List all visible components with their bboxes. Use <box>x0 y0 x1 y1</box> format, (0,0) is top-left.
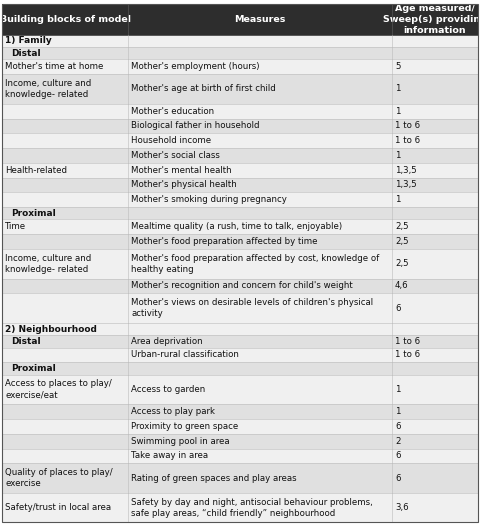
Text: Access to places to play/
exercise/eat: Access to places to play/ exercise/eat <box>5 380 112 400</box>
Text: Urban-rural classification: Urban-rural classification <box>131 351 239 360</box>
Text: Safety/trust in local area: Safety/trust in local area <box>5 503 111 512</box>
Bar <box>2 133 478 148</box>
Text: Mother's food preparation affected by time: Mother's food preparation affected by ti… <box>131 237 318 246</box>
Text: 6: 6 <box>395 452 400 460</box>
Text: Access to play park: Access to play park <box>131 407 215 416</box>
Text: 1 to 6: 1 to 6 <box>395 136 420 145</box>
Text: Mother's employment (hours): Mother's employment (hours) <box>131 62 260 71</box>
Text: 1 to 6: 1 to 6 <box>395 337 420 346</box>
Bar <box>2 4 478 35</box>
Bar <box>2 219 478 234</box>
Text: Household income: Household income <box>131 136 211 145</box>
Text: Measures: Measures <box>235 15 286 24</box>
Text: Health-related: Health-related <box>5 166 67 175</box>
Bar <box>2 434 478 448</box>
Text: 3,6: 3,6 <box>395 503 408 512</box>
Text: 1 to 6: 1 to 6 <box>395 351 420 360</box>
Text: Mother's mental health: Mother's mental health <box>131 166 232 175</box>
Bar <box>2 419 478 434</box>
Text: Mother's education: Mother's education <box>131 107 215 116</box>
Text: 1: 1 <box>395 107 400 116</box>
Text: 5: 5 <box>395 62 400 71</box>
Text: Area deprivation: Area deprivation <box>131 337 203 346</box>
Bar <box>2 47 478 59</box>
Text: 6: 6 <box>395 422 400 431</box>
Text: 1,3,5: 1,3,5 <box>395 166 417 175</box>
Text: 1: 1 <box>395 385 400 394</box>
Text: 2: 2 <box>395 437 400 446</box>
Bar <box>2 192 478 207</box>
Text: 1: 1 <box>395 407 400 416</box>
Text: Access to garden: Access to garden <box>131 385 205 394</box>
Text: Mother's views on desirable levels of children's physical
activity: Mother's views on desirable levels of ch… <box>131 298 373 318</box>
Bar <box>2 119 478 133</box>
Bar <box>2 234 478 249</box>
Bar <box>2 335 478 348</box>
Bar <box>2 74 478 104</box>
Text: Time: Time <box>5 223 26 232</box>
Text: 1: 1 <box>395 151 400 160</box>
Bar <box>2 493 478 522</box>
Text: 1 to 6: 1 to 6 <box>395 121 420 130</box>
Text: 2,5: 2,5 <box>395 223 408 232</box>
Bar <box>2 293 478 323</box>
Text: Building blocks of model: Building blocks of model <box>0 15 131 24</box>
Text: 2) Neighbourhood: 2) Neighbourhood <box>5 324 97 333</box>
Bar <box>2 448 478 464</box>
Bar <box>2 249 478 279</box>
Bar <box>2 163 478 177</box>
Text: Take away in area: Take away in area <box>131 452 208 460</box>
Text: Mother's social class: Mother's social class <box>131 151 220 160</box>
Text: 4,6: 4,6 <box>395 281 408 290</box>
Text: Mother's physical health: Mother's physical health <box>131 181 237 190</box>
Bar <box>2 362 478 375</box>
Text: Mealtime quality (a rush, time to talk, enjoyable): Mealtime quality (a rush, time to talk, … <box>131 223 342 232</box>
Text: Proximity to green space: Proximity to green space <box>131 422 239 431</box>
Text: Biological father in household: Biological father in household <box>131 121 260 130</box>
Bar <box>2 177 478 192</box>
Bar <box>2 207 478 219</box>
Bar <box>2 35 478 47</box>
Text: Age measured/
Sweep(s) providing
information: Age measured/ Sweep(s) providing informa… <box>383 4 480 35</box>
Text: 1,3,5: 1,3,5 <box>395 181 417 190</box>
Text: Income, culture and
knowledge- related: Income, culture and knowledge- related <box>5 79 92 99</box>
Bar <box>2 148 478 163</box>
Bar <box>2 375 478 404</box>
Text: Swimming pool in area: Swimming pool in area <box>131 437 230 446</box>
Text: 6: 6 <box>395 474 400 482</box>
Text: Income, culture and
knowledge- related: Income, culture and knowledge- related <box>5 254 92 274</box>
Text: Mother's time at home: Mother's time at home <box>5 62 104 71</box>
Text: 6: 6 <box>395 303 400 312</box>
Text: 2,5: 2,5 <box>395 237 408 246</box>
Text: Quality of places to play/
exercise: Quality of places to play/ exercise <box>5 468 113 488</box>
Text: Distal: Distal <box>11 49 41 58</box>
Bar <box>2 404 478 419</box>
Text: Mother's smoking during pregnancy: Mother's smoking during pregnancy <box>131 195 287 204</box>
Bar <box>2 279 478 293</box>
Bar <box>2 348 478 362</box>
Text: Mother's food preparation affected by cost, knowledge of
healthy eating: Mother's food preparation affected by co… <box>131 254 380 274</box>
Text: Mother's age at birth of first child: Mother's age at birth of first child <box>131 85 276 93</box>
Text: 1: 1 <box>395 85 400 93</box>
Bar <box>2 104 478 119</box>
Bar <box>2 59 478 74</box>
Text: Proximal: Proximal <box>11 209 56 218</box>
Text: 1) Family: 1) Family <box>5 36 52 45</box>
Text: Proximal: Proximal <box>11 364 56 373</box>
Text: Rating of green spaces and play areas: Rating of green spaces and play areas <box>131 474 297 482</box>
Bar <box>2 464 478 493</box>
Text: Safety by day and night, antisocial behaviour problems,
safe play areas, “child : Safety by day and night, antisocial beha… <box>131 498 373 518</box>
Text: 2,5: 2,5 <box>395 259 408 268</box>
Text: 1: 1 <box>395 195 400 204</box>
Bar <box>2 323 478 335</box>
Text: Mother's recognition and concern for child's weight: Mother's recognition and concern for chi… <box>131 281 353 290</box>
Text: Distal: Distal <box>11 337 41 346</box>
